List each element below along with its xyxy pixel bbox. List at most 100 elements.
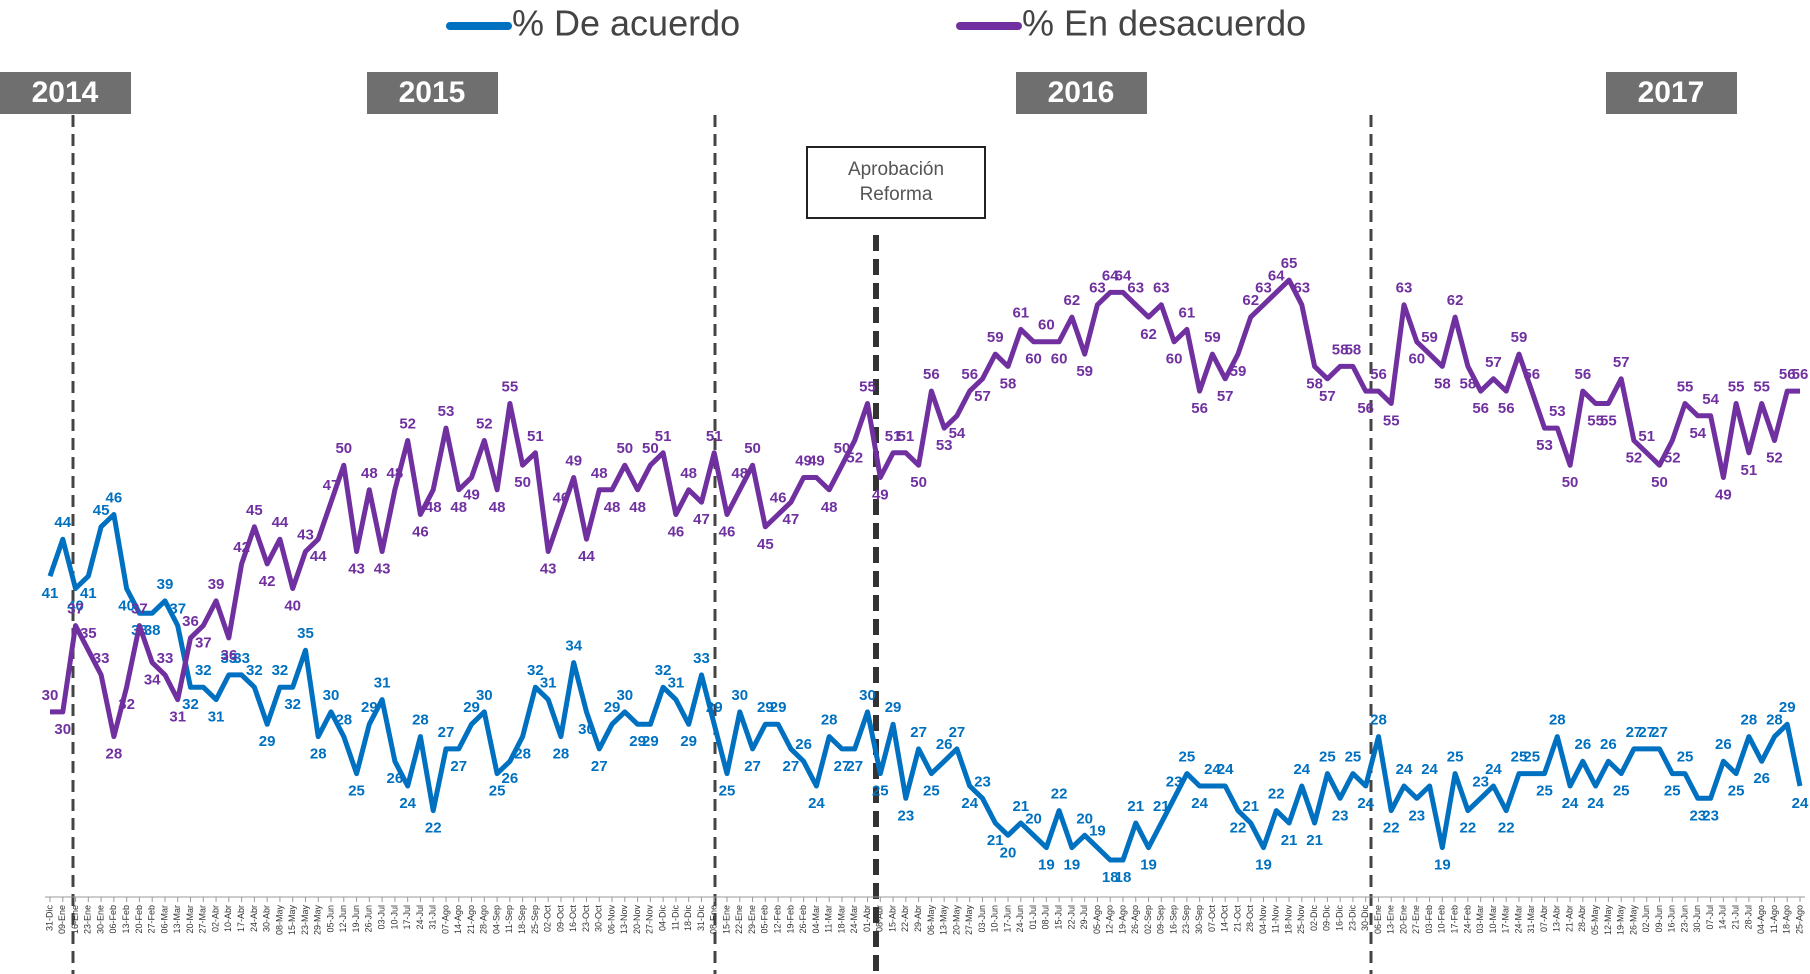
data-label: 62 [1064,292,1081,309]
data-label: 28 [821,712,838,729]
data-label: 44 [272,514,289,531]
data-label: 49 [795,452,812,469]
data-label: 52 [1766,449,1783,466]
data-label: 29 [757,699,774,716]
data-label: 55 [859,378,876,395]
data-label: 27 [1638,724,1655,741]
data-label: 22 [1051,786,1068,803]
data-label: 56 [923,366,940,383]
data-label: 58 [1345,341,1362,358]
data-label: 19 [1434,857,1451,874]
data-label: 50 [335,440,352,457]
data-label: 52 [1626,449,1643,466]
data-label: 24 [1562,795,1579,812]
data-label: 48 [731,465,748,482]
x-tick-label: 28-Jul [1743,905,1753,930]
x-tick-label: 05-May [1590,905,1600,936]
data-label: 30 [859,687,876,704]
x-tick-label: 21-Ago [466,905,476,934]
data-label: 57 [1613,354,1630,371]
data-label: 60 [1038,317,1055,334]
x-tick-label: 02-Jun [1641,905,1651,933]
data-label: 56 [1370,366,1387,383]
data-label: 21 [1306,832,1323,849]
data-label: 33 [157,650,174,667]
data-label: 42 [259,573,276,590]
data-label: 24 [399,795,416,812]
data-label: 31 [374,675,391,692]
x-tick-label: 06-Mar [159,905,169,934]
x-tick-label: 13-Mar [172,905,182,934]
data-label: 23 [1689,807,1706,824]
x-tick-label: 17-Jul [402,905,412,930]
x-tick-label: 02-Oct [543,905,553,933]
data-label: 19 [1038,857,1055,874]
x-tick-label: 07-Ago [440,905,450,934]
data-label: 33 [220,650,237,667]
data-label: 26 [936,736,953,753]
data-label: 30 [323,687,340,704]
x-tick-label: 29-Jul [1079,905,1089,930]
x-tick-label: 30-Abr [262,905,272,932]
data-label: 32 [284,696,301,713]
annotation: Aprobación Reforma [806,146,986,219]
data-label: 36 [220,647,237,664]
x-tick-label: 15-Jul [1053,905,1063,930]
data-label: 24 [1357,795,1374,812]
x-tick-label: 24-Mar [849,905,859,934]
data-label: 28 [335,712,352,729]
data-label: 29 [629,733,646,750]
x-tick-label: 24-Feb [1462,905,1472,934]
x-tick-label: 18-Sep [517,905,527,934]
x-tick-label: 24-Jul [415,905,425,930]
data-label: 45 [246,502,263,519]
data-label: 59 [1076,363,1093,380]
x-tick-label: 03-Feb [1424,905,1434,934]
x-tick-label: 20-May [951,905,961,936]
data-label: 60 [1408,351,1425,368]
data-label: 51 [885,428,902,445]
period-label: 2016 [1048,76,1115,109]
data-label: 25 [1179,749,1196,766]
legend-label: % De acuerdo [512,3,740,44]
period-box [1606,72,1737,114]
x-tick-label: 18-Nov [1283,905,1293,935]
x-tick-label: 05-Jun [325,905,335,933]
data-label: 32 [527,662,544,679]
data-label: 20 [1000,844,1017,861]
data-label: 45 [757,536,774,553]
x-tick-label: 30-Oct [594,905,604,933]
data-label: 26 [1575,736,1592,753]
data-label: 29 [680,733,697,750]
data-label: 25 [1613,783,1630,800]
data-label: 53 [936,437,953,454]
x-tick-label: 31-Jul [428,905,438,930]
x-tick-label: 03-Jul [376,905,386,930]
data-label: 44 [54,514,71,531]
x-tick-label: 19-Ago [1117,905,1127,934]
data-label: 45 [93,502,110,519]
period-label: 2014 [32,76,99,109]
x-tick-label: 15-Ene [721,905,731,934]
data-label: 59 [987,329,1004,346]
x-tick-label: 12-Feb [772,905,782,934]
data-label: 21 [1012,798,1029,815]
x-tick-label: 09-Jun [1654,905,1664,933]
data-label: 27 [910,724,927,741]
data-label: 62 [1242,292,1259,309]
data-label: 52 [846,449,863,466]
data-label: 55 [1753,378,1770,395]
x-tick-label: 26-Feb [798,905,808,934]
x-tick-label: 26-Jun [364,905,374,933]
data-label: 21 [1242,798,1259,815]
x-tick-label: 01-Abr [862,905,872,932]
x-tick-label: 22-Ene [734,905,744,934]
x-tick-label: 14-Jul [1718,905,1728,930]
data-label: 49 [1715,486,1732,503]
data-label: 24 [808,795,825,812]
data-label: 50 [642,440,659,457]
data-label: 43 [297,526,314,543]
data-label: 47 [783,511,800,528]
x-tick-label: 08-Jul [1041,905,1051,930]
